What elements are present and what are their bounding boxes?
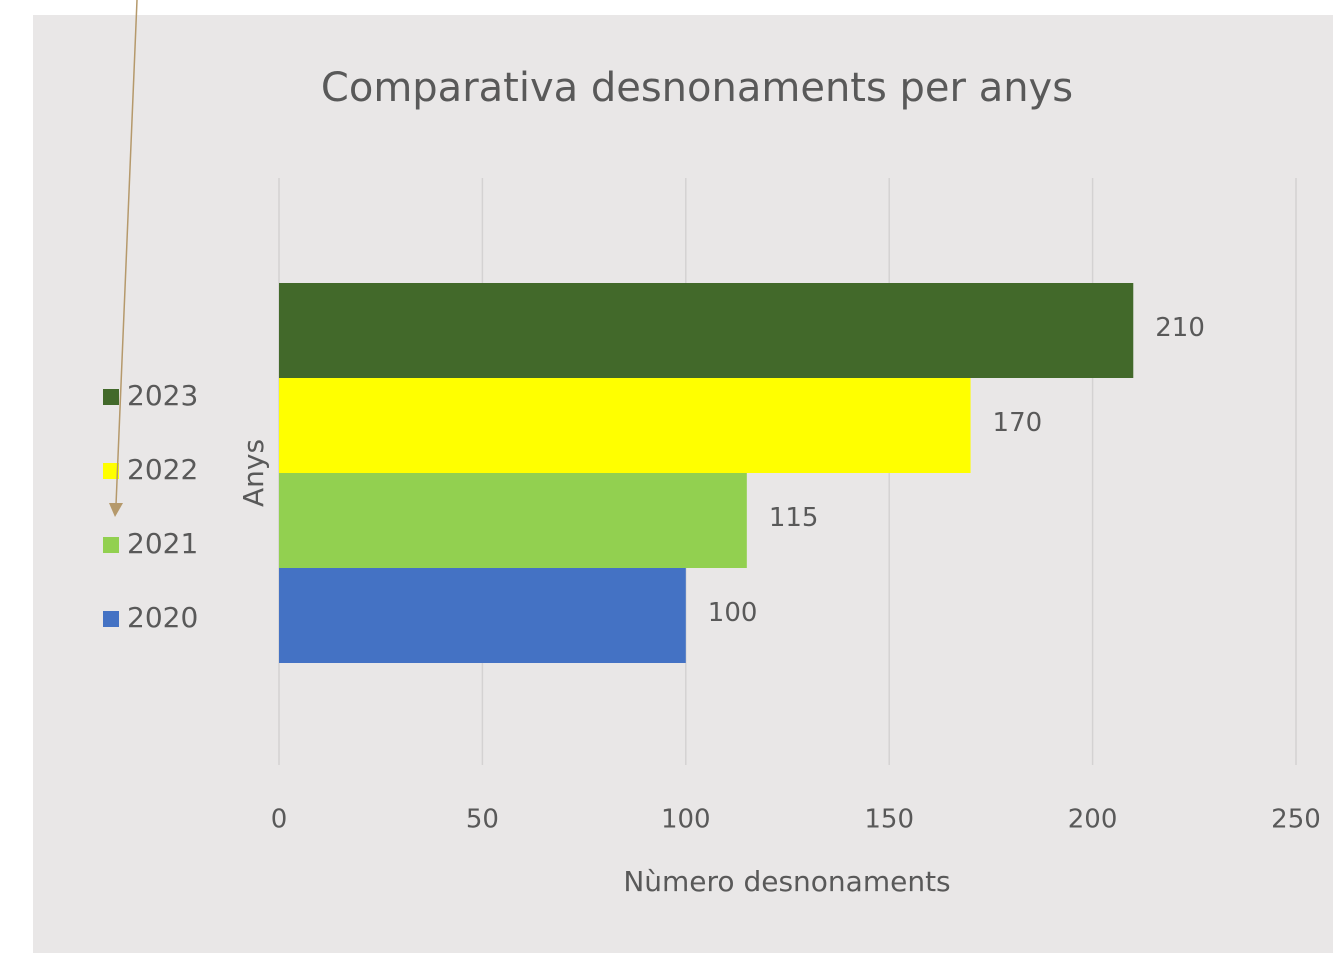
plot: 0 50 100 150 200 250 100 2020 115 2021 170 2022 210 2… xyxy=(103,178,1321,835)
data-label: 170 xyxy=(993,408,1043,438)
data-label: 210 xyxy=(1155,313,1205,343)
legend-label: 2022 xyxy=(127,453,198,486)
x-tick-label: 200 xyxy=(1068,805,1118,835)
bar xyxy=(279,283,1134,378)
legend-label: 2020 xyxy=(127,601,198,634)
x-axis-title: Nùmero desnonaments xyxy=(623,865,950,898)
bar xyxy=(279,473,747,568)
legend-swatch xyxy=(103,611,119,627)
bar xyxy=(279,378,971,473)
data-label: 100 xyxy=(708,598,758,628)
legend-label: 2021 xyxy=(127,527,198,560)
x-tick-label: 50 xyxy=(466,805,499,835)
x-tick-label: 0 xyxy=(271,805,288,835)
annotation-arrow xyxy=(115,0,138,506)
legend-swatch xyxy=(103,463,119,479)
legend-swatch xyxy=(103,389,119,405)
x-tick-label: 250 xyxy=(1271,805,1321,835)
y-axis-title: Anys xyxy=(237,439,270,507)
bar xyxy=(279,568,686,663)
x-tick-label: 100 xyxy=(661,805,711,835)
x-tick-label: 150 xyxy=(864,805,914,835)
legend-swatch xyxy=(103,537,119,553)
chart-title: Comparativa desnonaments per anys xyxy=(321,65,1073,111)
data-label: 115 xyxy=(769,503,819,533)
arrow-head xyxy=(109,503,123,517)
legend-label: 2023 xyxy=(127,379,198,412)
